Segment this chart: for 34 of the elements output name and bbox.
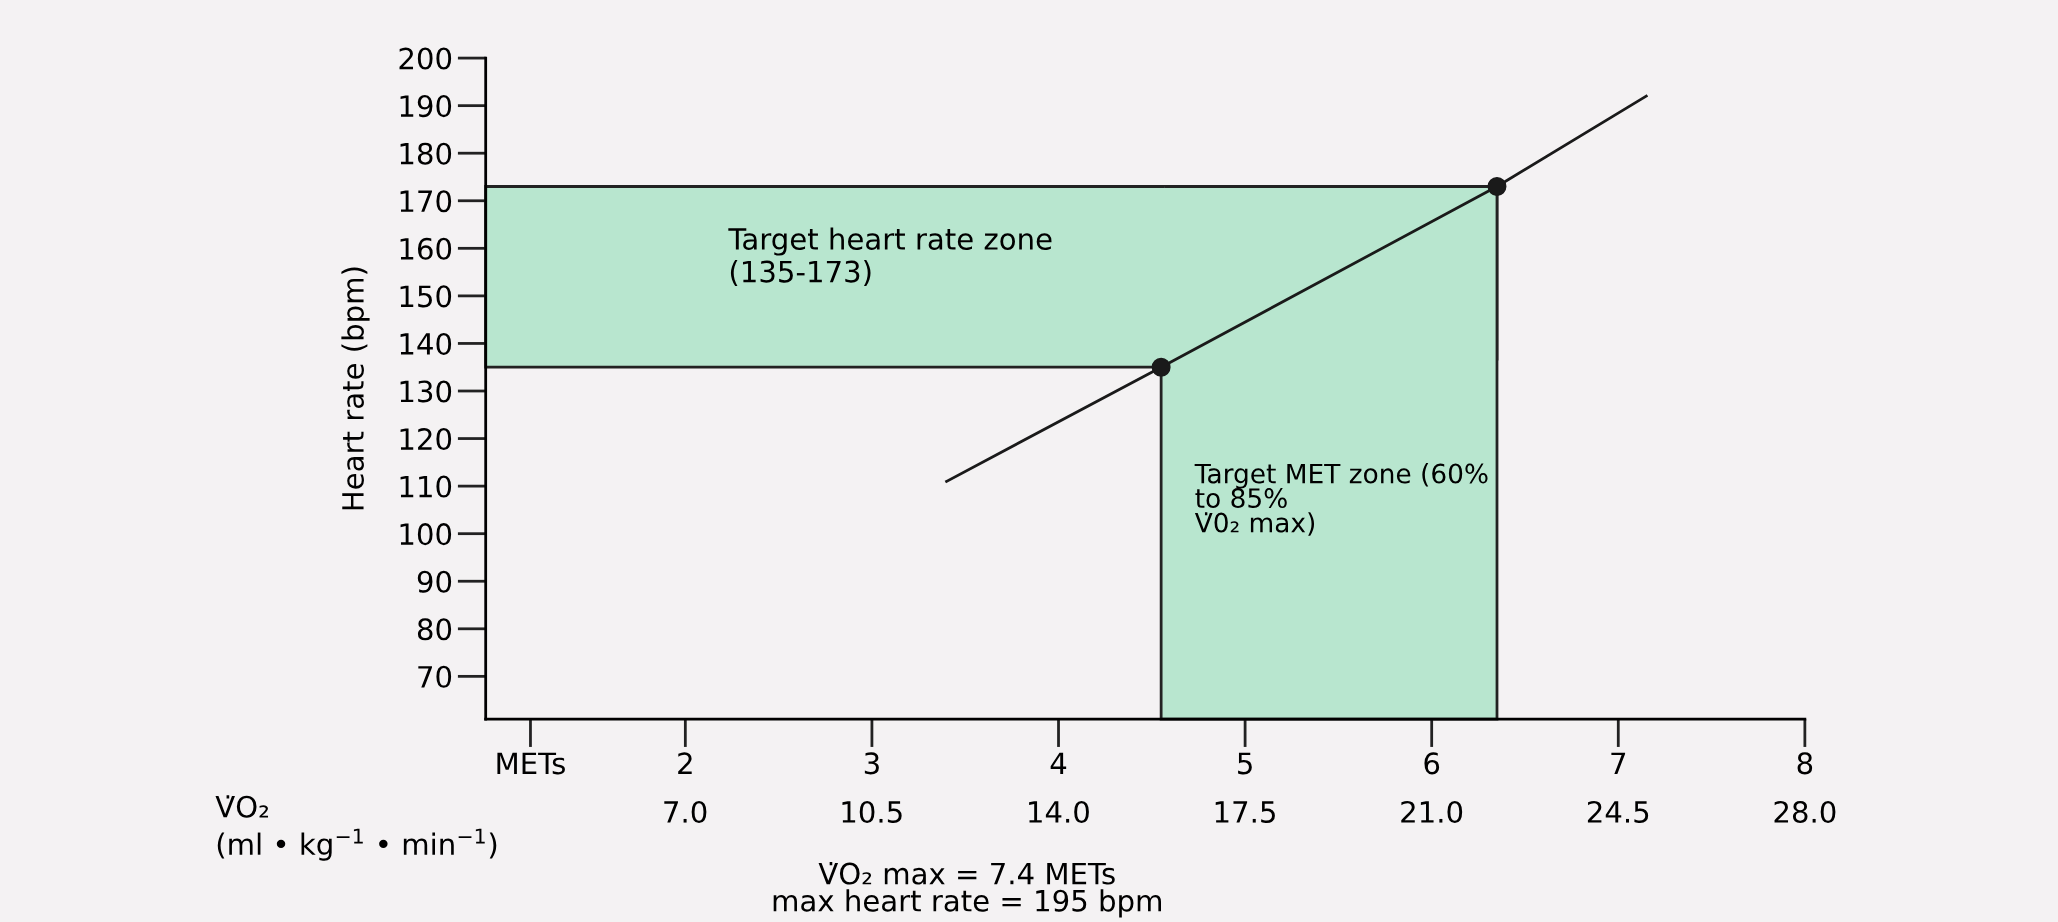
- x2-tick-label: 7.0: [664, 800, 707, 823]
- y-tick-label: 200: [399, 47, 452, 70]
- y-axis-title: Heart rate (bpm): [341, 267, 370, 510]
- y-tick-label: 120: [400, 427, 452, 451]
- x-tick-label: 2: [678, 752, 692, 774]
- x-tick-label: 4: [1050, 752, 1067, 774]
- x-tick-label: 6: [1424, 752, 1440, 775]
- text: V̇O₂ max = 7.4 METs max heart rate = 195 bpm: [773, 862, 1161, 918]
- y-tick-label: 110: [400, 475, 452, 498]
- x-tick-label: 8: [1797, 752, 1813, 775]
- x2-tick-label: 17.5: [1215, 801, 1275, 823]
- y-tick-label: 90: [417, 570, 452, 593]
- x2-tick-label: 28.0: [1774, 800, 1836, 823]
- x-tick-label: METs: [497, 752, 565, 775]
- x2-axis-title: V̇O₂ (ml • kg$^{−1}$ • min$^{−1}$): [215, 795, 497, 861]
- y-tick-label: 70: [418, 665, 452, 688]
- y-tick-label: 150: [400, 285, 452, 308]
- y-tick-label: 100: [400, 523, 452, 546]
- band-label: Target heart rate zone (135-173): [728, 227, 1052, 287]
- x2-tick-label: 14.0: [1029, 800, 1089, 823]
- y-tick-label: 170: [400, 190, 452, 213]
- y-tick-label: 190: [400, 95, 452, 118]
- y-tick-label: 140: [400, 332, 452, 355]
- x-tick-label: 7: [1611, 752, 1626, 774]
- x2-tick-label: 21.0: [1401, 800, 1463, 823]
- x-tick-label: 5: [1238, 752, 1252, 775]
- y-tick-label: 180: [400, 142, 452, 165]
- x2-tick-label: 10.5: [842, 800, 902, 823]
- x-tick-label: 3: [864, 752, 879, 775]
- y-tick-label: 160: [400, 237, 452, 260]
- band-label: Target MET zone (60% to 85% V̇0₂ max): [1194, 463, 1488, 536]
- x2-tick-label: 24.5: [1587, 800, 1649, 823]
- y-tick-label: 80: [417, 618, 452, 641]
- y-tick-label: 130: [400, 380, 452, 403]
